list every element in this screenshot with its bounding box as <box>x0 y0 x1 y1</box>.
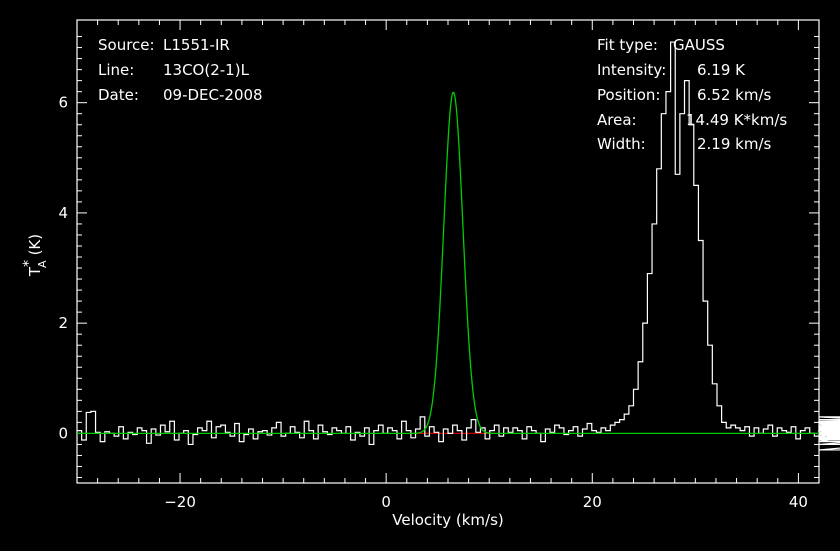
info-date-key: Date: <box>98 86 139 104</box>
info-line-value: 13CO(2-1)L <box>163 61 250 79</box>
gaussian-fit-series <box>77 91 819 435</box>
y-axis-label-unit: (K) <box>26 234 44 256</box>
y-tick-label: 4 <box>58 204 68 222</box>
info-block-left: Source: L1551-IR Line: 13CO(2-1)L Date: … <box>98 36 263 104</box>
y-axis-label-text: T*A (K) <box>21 234 49 277</box>
y-tick-label: 0 <box>58 424 68 442</box>
x-tick-label: 20 <box>583 493 602 511</box>
gaussian-fit-curve <box>77 91 819 435</box>
info-width-value: 2.19 km/s <box>697 135 772 153</box>
y-axis-label: T*A (K) <box>21 234 49 277</box>
y-tick-label: 6 <box>58 94 68 112</box>
info-intensity-value: 6.19 K <box>697 61 746 79</box>
info-fit-type-value: GAUSS <box>673 36 725 54</box>
x-tick-label: 40 <box>789 493 808 511</box>
info-line-key: Line: <box>98 61 134 79</box>
info-source-value: L1551-IR <box>163 36 230 54</box>
y-tick-label: 2 <box>58 314 68 332</box>
x-tick-label: −20 <box>164 493 196 511</box>
info-position-value: 6.52 km/s <box>697 86 772 104</box>
info-area-key: Area: <box>597 111 637 129</box>
y-axis-label-main: T <box>26 266 44 277</box>
info-area-value: 14.49 K*km/s <box>686 111 787 129</box>
info-intensity-key: Intensity: <box>597 61 666 79</box>
y-axis-label-sup: * <box>21 260 37 267</box>
info-source-key: Source: <box>98 36 155 54</box>
info-position-key: Position: <box>597 86 660 104</box>
info-fit-type-key: Fit type: <box>597 36 658 54</box>
x-axis-label: Velocity (km/s) <box>392 511 503 529</box>
info-date-value: 09-DEC-2008 <box>163 86 263 104</box>
info-block-right: Fit type: GAUSS Intensity: 6.19 K Positi… <box>597 36 787 153</box>
y-axis-label-sub: A <box>36 260 49 268</box>
axis-ticks: −20 0 20 40 0 2 4 6 <box>58 20 820 511</box>
x-tick-label: 0 <box>381 493 391 511</box>
spectrum-series <box>77 41 840 451</box>
info-width-key: Width: <box>597 135 646 153</box>
spectrum-histogram <box>77 41 840 451</box>
